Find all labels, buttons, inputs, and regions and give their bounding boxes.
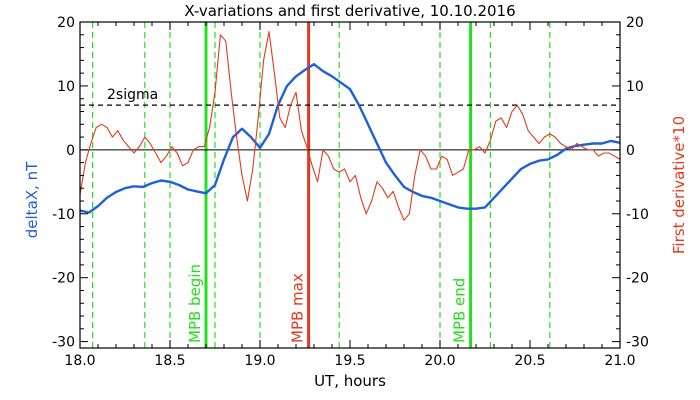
y-tick-label-right: 20 — [626, 15, 644, 31]
y-tick-label-right: -20 — [626, 271, 649, 287]
x-tick-label: 20.0 — [424, 353, 455, 369]
vertical-markers: MPB begin MPB end MPB max — [91, 22, 551, 348]
mpb-end-label: MPB end — [451, 278, 469, 343]
x-tick-label: 19.5 — [334, 353, 365, 369]
mpb-max-label: MPB max — [289, 273, 307, 343]
plot-frame — [79, 21, 621, 349]
x-tick-label: 18.5 — [154, 353, 185, 369]
y-tick-label-right: 10 — [626, 79, 644, 95]
axes: 18.0 18.5 19.0 19.5 20.0 20.5 21.0 20 20 10 10 0 0 -1… — [52, 15, 649, 369]
y-tick-label-left: 20 — [57, 15, 75, 31]
sigma-label: 2sigma — [107, 87, 158, 103]
x-tick-label: 21.0 — [604, 353, 635, 369]
y-tick-label-left: 0 — [66, 143, 75, 159]
y-axis-label-right: First derivative*10 — [670, 116, 688, 254]
mpb-begin-label: MPB begin — [186, 264, 204, 343]
x-tick-label: 20.5 — [514, 353, 545, 369]
series-lines — [79, 31, 621, 221]
series-line-deltaX — [79, 62, 621, 214]
chart-title: X-variations and first derivative, 10.10… — [184, 2, 515, 20]
y-tick-label-right: -10 — [626, 207, 649, 223]
y-axis-label-left: deltaX, nT — [23, 161, 41, 238]
y-tick-label-right: 0 — [626, 143, 635, 159]
x-tick-label: 18.0 — [64, 353, 95, 369]
x-tick-label: 19.0 — [244, 353, 275, 369]
series-line-derivative — [79, 31, 621, 221]
reference-lines: 2sigma — [80, 87, 620, 151]
y-tick-label-left: -20 — [52, 271, 75, 287]
x-axis-label: UT, hours — [314, 372, 386, 390]
y-tick-label-left: 10 — [57, 79, 75, 95]
y-tick-label-right: -30 — [626, 335, 649, 351]
y-tick-label-left: -10 — [52, 207, 75, 223]
y-tick-label-left: -30 — [52, 335, 75, 351]
